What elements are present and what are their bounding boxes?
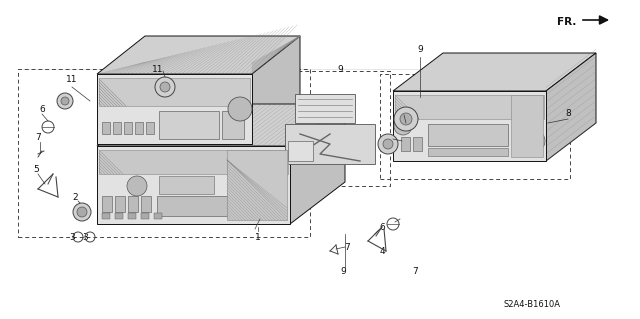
Circle shape: [400, 113, 412, 125]
Polygon shape: [393, 53, 596, 91]
Bar: [115, 196, 125, 212]
Bar: [113, 122, 121, 134]
Text: 4: 4: [379, 247, 385, 256]
Circle shape: [383, 139, 393, 149]
Bar: [128, 196, 138, 212]
Text: 9: 9: [337, 64, 343, 73]
Circle shape: [394, 117, 412, 135]
Bar: [102, 196, 112, 212]
Polygon shape: [546, 53, 596, 161]
Bar: [141, 196, 151, 212]
Bar: [115, 213, 123, 219]
Text: 10: 10: [396, 107, 408, 115]
Text: 7: 7: [35, 132, 41, 142]
Bar: [146, 122, 154, 134]
Bar: [128, 213, 136, 219]
Bar: [511, 95, 543, 157]
Circle shape: [378, 134, 398, 154]
Bar: [395, 95, 544, 119]
Text: 7: 7: [412, 266, 418, 276]
Bar: [102, 213, 110, 219]
Text: 6: 6: [379, 222, 385, 232]
Text: 9: 9: [417, 44, 423, 54]
Bar: [413, 137, 422, 151]
Bar: [102, 122, 110, 134]
Text: 11: 11: [67, 75, 77, 84]
Circle shape: [61, 97, 69, 105]
Text: FR.: FR.: [557, 17, 576, 27]
Bar: [154, 213, 162, 219]
Polygon shape: [97, 74, 252, 144]
Bar: [141, 213, 149, 219]
Bar: [227, 150, 287, 220]
Bar: [135, 122, 143, 134]
Text: 6: 6: [39, 105, 45, 114]
Text: 8: 8: [565, 109, 571, 118]
Polygon shape: [252, 36, 300, 144]
Circle shape: [523, 130, 545, 152]
Text: S2A4-B1610A: S2A4-B1610A: [503, 300, 560, 309]
Text: 9: 9: [340, 266, 346, 276]
Polygon shape: [295, 94, 355, 123]
Bar: [428, 148, 508, 156]
Bar: [428, 124, 508, 146]
Bar: [157, 196, 257, 216]
Circle shape: [228, 97, 252, 121]
Text: 1: 1: [255, 233, 261, 241]
Text: 11: 11: [152, 64, 164, 73]
Circle shape: [155, 77, 175, 97]
Circle shape: [394, 107, 418, 131]
Circle shape: [73, 203, 91, 221]
Text: 2: 2: [72, 192, 78, 202]
Bar: [288, 141, 313, 161]
Bar: [159, 176, 214, 194]
Bar: [222, 111, 244, 139]
Circle shape: [77, 207, 87, 217]
Text: 7: 7: [344, 242, 350, 251]
Circle shape: [57, 93, 73, 109]
Text: 10: 10: [394, 130, 406, 138]
Polygon shape: [97, 36, 300, 74]
Polygon shape: [97, 146, 290, 224]
Bar: [99, 78, 250, 106]
Bar: [401, 137, 410, 151]
Text: 3: 3: [69, 233, 75, 241]
Text: 3: 3: [82, 233, 88, 241]
Circle shape: [160, 82, 170, 92]
Polygon shape: [285, 124, 375, 164]
Circle shape: [127, 176, 147, 196]
Polygon shape: [290, 104, 345, 224]
Text: 5: 5: [33, 165, 39, 174]
Bar: [99, 150, 288, 174]
Bar: [124, 122, 132, 134]
Polygon shape: [97, 104, 345, 146]
Bar: [159, 111, 219, 139]
Polygon shape: [393, 91, 546, 161]
